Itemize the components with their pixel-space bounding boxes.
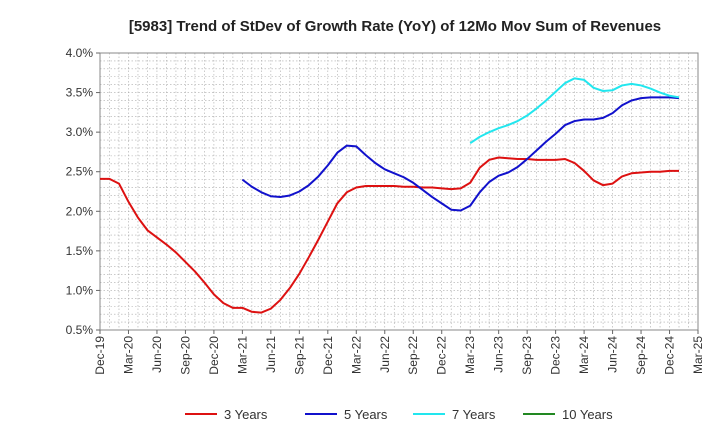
y-tick-label: 3.0% xyxy=(66,125,94,139)
legend-label: 10 Years xyxy=(562,407,613,422)
x-tick-label: Dec-19 xyxy=(93,336,107,375)
series-line-3-years xyxy=(100,156,680,314)
legend-label: 7 Years xyxy=(452,407,496,422)
y-tick-label: 0.5% xyxy=(66,323,94,337)
y-tick-label: 4.0% xyxy=(66,46,94,60)
x-tick-label: Jun-22 xyxy=(378,336,392,373)
x-tick-label: Sep-23 xyxy=(520,336,534,375)
y-tick-label: 2.5% xyxy=(66,165,94,179)
y-tick-label: 2.0% xyxy=(66,204,94,218)
y-tick-label: 1.5% xyxy=(66,244,94,258)
grid xyxy=(100,53,698,330)
x-tick-label: Jun-24 xyxy=(606,336,620,373)
y-tick-label: 3.5% xyxy=(66,86,94,100)
y-axis: 0.5% 1.0% 1.5% 2.0% 2.5% 3.0% 3.5% 4.0% xyxy=(66,46,100,337)
x-axis: Dec-19 Mar-20 Jun-20 Sep-20 Dec-20 Mar-21 Jun-… xyxy=(93,330,705,375)
x-tick-label: Mar-23 xyxy=(463,336,477,374)
series-line-5-years xyxy=(241,96,680,212)
x-tick-label: Mar-20 xyxy=(121,336,135,374)
series-line-7-years xyxy=(469,77,680,145)
x-tick-label: Dec-23 xyxy=(549,336,563,375)
x-tick-label: Jun-20 xyxy=(150,336,164,373)
x-tick-label: Dec-20 xyxy=(207,336,221,375)
x-tick-label: Sep-21 xyxy=(292,336,306,375)
x-tick-label: Mar-21 xyxy=(235,336,249,374)
chart-title: [5983] Trend of StDev of Growth Rate (Yo… xyxy=(129,18,661,35)
x-tick-label: Jun-23 xyxy=(492,336,506,373)
y-tick-label: 1.0% xyxy=(66,283,94,297)
legend: 3 Years 5 Years 7 Years 10 Years xyxy=(185,407,613,422)
x-tick-label: Jun-21 xyxy=(264,336,278,373)
x-tick-label: Mar-24 xyxy=(577,336,591,374)
x-tick-label: Dec-22 xyxy=(435,336,449,375)
x-tick-label: Mar-22 xyxy=(349,336,363,374)
x-tick-label: Dec-24 xyxy=(663,336,677,375)
x-tick-label: Sep-22 xyxy=(406,336,420,375)
plot-frame xyxy=(99,52,699,331)
series-lines xyxy=(100,77,680,314)
legend-label: 3 Years xyxy=(224,407,268,422)
x-tick-label: Sep-20 xyxy=(178,336,192,375)
x-tick-label: Sep-24 xyxy=(634,336,648,375)
legend-label: 5 Years xyxy=(344,407,388,422)
x-tick-label: Mar-25 xyxy=(691,336,705,374)
x-tick-label: Dec-21 xyxy=(321,336,335,375)
